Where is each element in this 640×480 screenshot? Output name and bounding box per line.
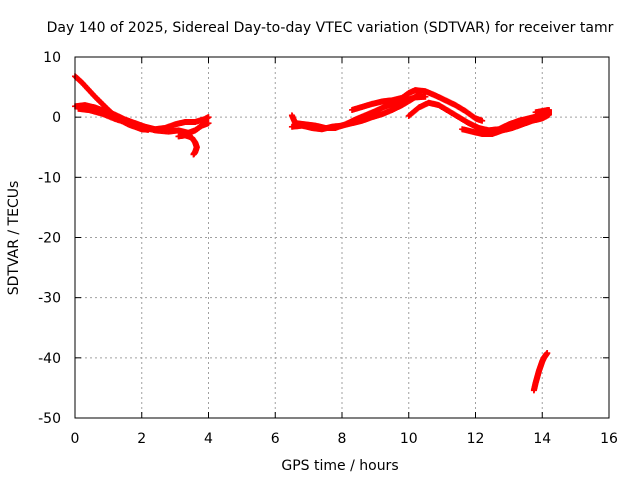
- x-tick-label: 16: [600, 431, 618, 447]
- x-tick-label: 0: [71, 431, 80, 447]
- series-track: [175, 132, 200, 158]
- y-tick-label: -10: [38, 170, 61, 186]
- x-tick-label: 8: [338, 431, 347, 447]
- y-tick-label: -30: [38, 291, 61, 307]
- series-track: [530, 350, 551, 394]
- x-tick-label: 14: [533, 431, 551, 447]
- series-track: [349, 87, 486, 124]
- y-tick-label: -20: [38, 231, 61, 247]
- y-axis-label: SDTVAR / TECUs: [6, 181, 22, 296]
- data-point: [205, 114, 212, 121]
- x-tick-label: 6: [271, 431, 280, 447]
- x-tick-label: 12: [467, 431, 485, 447]
- x-tick-label: 4: [204, 431, 213, 447]
- data-point: [190, 151, 197, 158]
- data-point: [544, 350, 551, 357]
- series-track: [288, 91, 422, 133]
- data-point: [532, 109, 539, 116]
- y-tick-label: 0: [52, 110, 61, 126]
- series-track: [459, 106, 552, 138]
- series-track: [405, 99, 549, 134]
- y-tick-label: -50: [38, 411, 61, 427]
- grid-lines: [75, 57, 609, 418]
- data-point: [479, 117, 486, 124]
- x-tick-label: 10: [400, 431, 418, 447]
- data-point: [205, 120, 212, 127]
- y-tick-label: -40: [38, 351, 61, 367]
- x-axis-label: GPS time / hours: [281, 458, 398, 474]
- data-points: [72, 73, 552, 394]
- data-point: [422, 93, 429, 100]
- series-track: [75, 105, 212, 136]
- chart-title: Day 140 of 2025, Sidereal Day-to-day VTE…: [47, 20, 614, 36]
- x-tick-label: 2: [137, 431, 146, 447]
- axes: 0 2 4 6 8 10 12 14 16 10 0 -10 -20 -30 -40 -50: [38, 50, 618, 447]
- y-tick-label: 10: [43, 50, 61, 66]
